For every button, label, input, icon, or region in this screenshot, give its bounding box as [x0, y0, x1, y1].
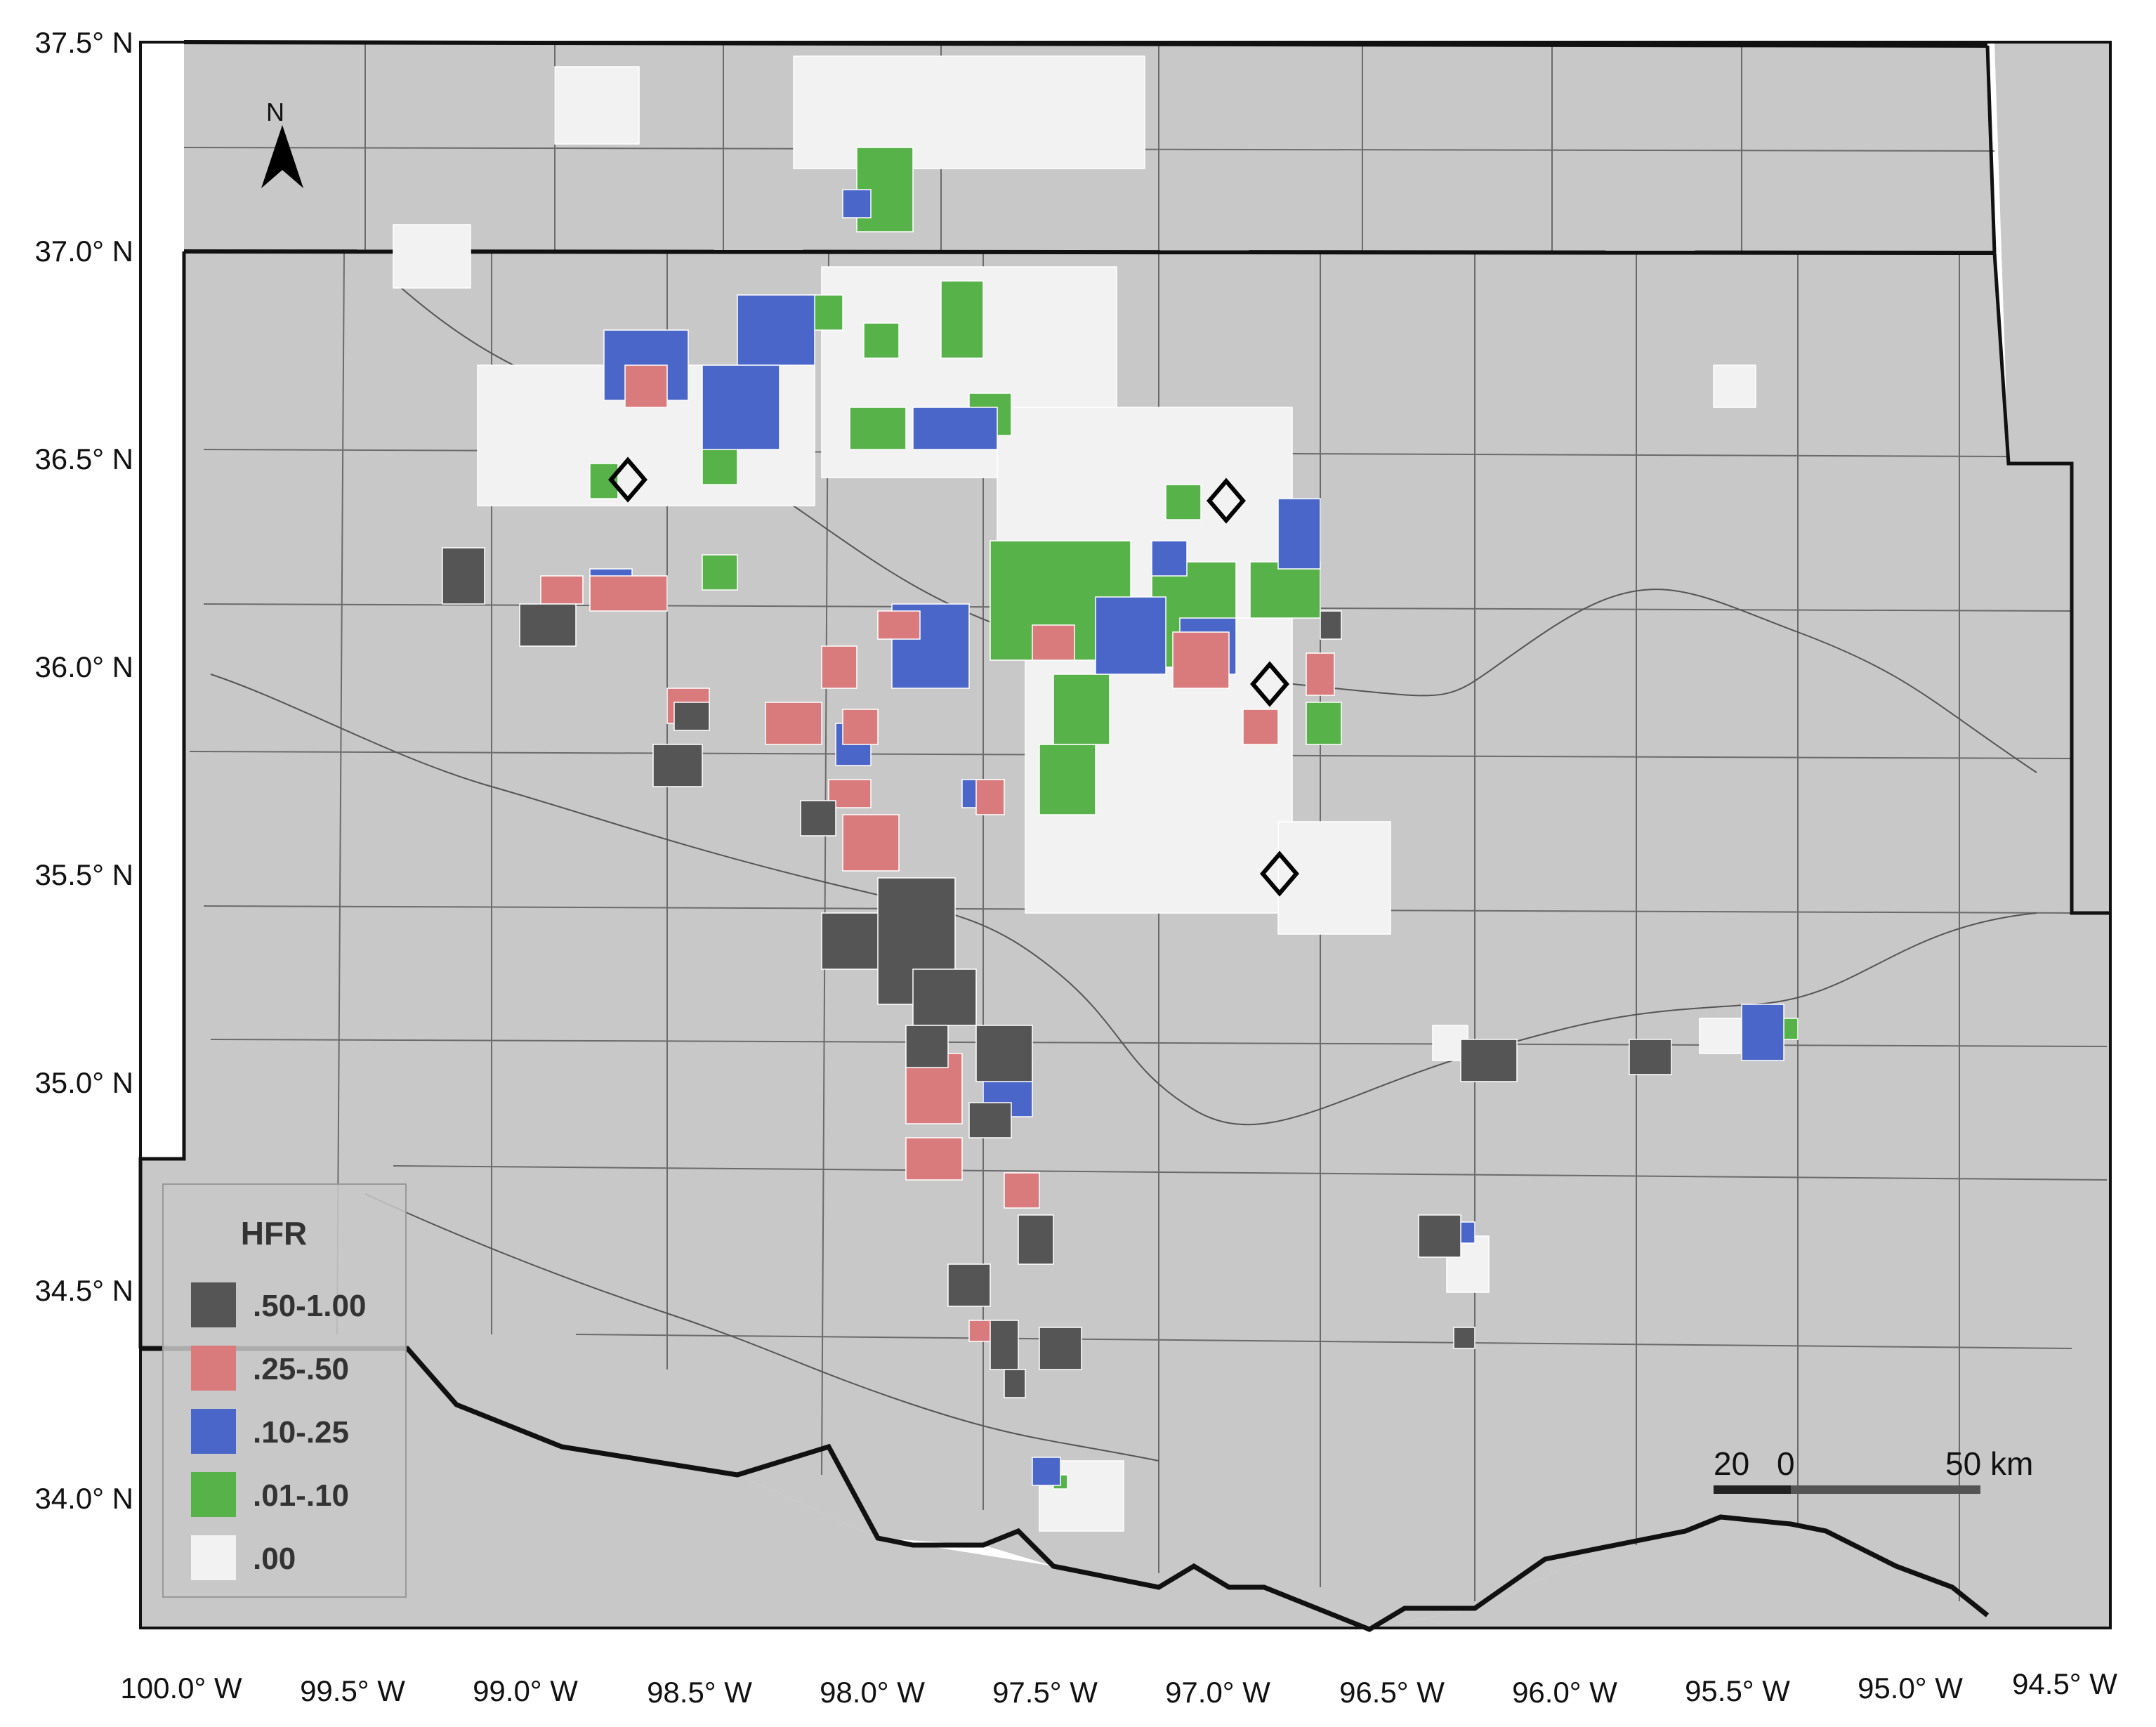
- lat-label-36-5: 36.5° N: [34, 442, 133, 475]
- legend: HFR .50-1.00 .25-.50 .10-.25 .01-.10 .00: [162, 1183, 407, 1598]
- scale-bar: 20 0 50 km: [1714, 1445, 2033, 1494]
- legend-swatch: [191, 1409, 236, 1454]
- hfr-cells-zero: [393, 55, 1756, 1532]
- lon-label-97-0: 97.0° W: [1165, 1676, 1270, 1709]
- north-arrow-label: N: [266, 98, 284, 126]
- hfr-cells-red: [540, 365, 1490, 1342]
- hfr-cells-gray: [442, 547, 1672, 1398]
- lat-label-35-0: 35.0° N: [34, 1066, 133, 1099]
- lat-label-37-0: 37.0° N: [34, 235, 133, 268]
- legend-title: HFR: [241, 1215, 308, 1252]
- legend-label: .25-.50: [253, 1352, 349, 1386]
- lon-label-96-0: 96.0° W: [1512, 1676, 1617, 1709]
- station-diamond: [1260, 851, 1299, 897]
- lon-label-100-0: 100.0° W: [120, 1672, 242, 1705]
- legend-label: .10-.25: [253, 1415, 349, 1450]
- legend-swatch: [191, 1472, 236, 1517]
- lat-label-34-0: 34.0° N: [34, 1482, 133, 1515]
- lat-label-36-0: 36.0° N: [34, 650, 133, 683]
- lon-label-95-5: 95.5° W: [1685, 1674, 1790, 1707]
- legend-swatch: [191, 1282, 236, 1327]
- lon-label-95-0: 95.0° W: [1858, 1672, 1963, 1705]
- lon-label-99-0: 99.0° W: [473, 1674, 578, 1707]
- scale-right-label: 50 km: [1945, 1445, 2033, 1482]
- north-arrow-icon: [261, 125, 303, 188]
- legend-label: .50-1.00: [253, 1289, 366, 1323]
- lat-label-35-5: 35.5° N: [34, 858, 133, 891]
- lat-axis: 37.5° N 37.0° N 36.5° N 36.0° N 35.5° N …: [34, 26, 133, 1515]
- hfr-cells: [393, 55, 1799, 1532]
- north-arrow: N: [261, 98, 303, 188]
- lat-label-37-5: 37.5° N: [34, 26, 133, 59]
- station-diamond: [1207, 478, 1246, 524]
- lat-label-34-5: 34.5° N: [34, 1274, 133, 1307]
- legend-label: .00: [253, 1542, 296, 1576]
- station-diamond: [1250, 661, 1289, 707]
- lon-label-94-5: 94.5° W: [2012, 1667, 2117, 1700]
- legend-swatch: [191, 1535, 236, 1580]
- state-borders: [138, 40, 2112, 1632]
- lon-label-97-5: 97.5° W: [992, 1676, 1098, 1709]
- legend-swatch: [191, 1346, 236, 1391]
- lon-label-98-0: 98.0° W: [820, 1676, 925, 1709]
- lon-label-96-5: 96.5° W: [1339, 1676, 1445, 1709]
- station-markers: [608, 457, 1299, 897]
- scale-left-label: 20: [1714, 1445, 1749, 1482]
- scale-zero-label: 0: [1777, 1445, 1795, 1482]
- lon-axis: 100.0° W 99.5° W 99.0° W 98.5° W 98.0° W…: [120, 1667, 2117, 1709]
- lon-label-98-5: 98.5° W: [647, 1676, 752, 1709]
- lon-label-99-5: 99.5° W: [300, 1674, 405, 1707]
- legend-label: .01-.10: [253, 1478, 349, 1513]
- station-diamond: [608, 457, 648, 503]
